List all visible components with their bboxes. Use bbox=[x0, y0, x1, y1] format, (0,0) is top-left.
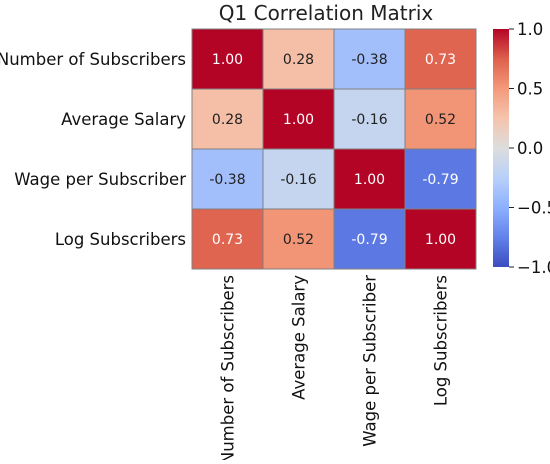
x-tick-label-average-salary: Average Salary bbox=[290, 275, 309, 400]
colorbar-ticks: 1.0 0.5 0.0 −0.5 −1.0 bbox=[509, 20, 550, 277]
heatmap-cell bbox=[262, 28, 335, 90]
heatmap-cell bbox=[404, 28, 477, 90]
heatmap-cell-label: 1.00 bbox=[425, 232, 456, 248]
heatmap-cell-label: -0.79 bbox=[422, 172, 458, 188]
y-axis-tick-labels: Number of Subscribers Average Salary Wage … bbox=[0, 50, 186, 249]
heatmap-cell bbox=[262, 148, 335, 210]
heatmap-cell-label: 0.28 bbox=[283, 52, 314, 68]
y-tick-label-log-subscribers: Log Subscribers bbox=[55, 230, 186, 249]
heatmap-cell bbox=[333, 28, 406, 90]
heatmap-cell bbox=[262, 88, 335, 150]
heatmap-cells: 1.00 0.28 -0.38 0.73 0.28 1.00 -0.16 0.52 -0.38 -… bbox=[191, 28, 477, 270]
heatmap-cell-label: -0.16 bbox=[280, 172, 316, 188]
x-tick-label-log-subscribers: Log Subscribers bbox=[432, 275, 451, 406]
heatmap-cell bbox=[404, 208, 477, 270]
heatmap-cell-label: 0.73 bbox=[212, 232, 243, 248]
heatmap-cell bbox=[191, 208, 264, 270]
colorbar-tick-label: 0.0 bbox=[517, 139, 543, 158]
heatmap-cell-label: -0.38 bbox=[209, 172, 245, 188]
y-tick-label-wage-per-subscriber: Wage per Subscriber bbox=[14, 170, 186, 189]
heatmap-cell-label: 0.28 bbox=[212, 112, 243, 128]
x-tick-label-wage-per-subscriber: Wage per Subscriber bbox=[361, 275, 380, 447]
y-tick-label-number-of-subscribers: Number of Subscribers bbox=[0, 50, 186, 69]
colorbar-gradient bbox=[493, 29, 509, 267]
x-tick-label-number-of-subscribers: Number of Subscribers bbox=[219, 275, 238, 460]
heatmap-cell-label: 0.52 bbox=[425, 112, 456, 128]
colorbar-tick-label: 1.0 bbox=[517, 20, 543, 39]
chart-title: Q1 Correlation Matrix bbox=[219, 1, 434, 25]
heatmap-cell-label: 1.00 bbox=[283, 112, 314, 128]
heatmap-cell bbox=[404, 88, 477, 150]
colorbar-tick-label: 0.5 bbox=[517, 80, 543, 99]
heatmap-cell-label: 0.52 bbox=[283, 232, 314, 248]
heatmap-cell-label: 0.73 bbox=[425, 52, 456, 68]
heatmap-cell-label: 1.00 bbox=[212, 52, 243, 68]
heatmap-cell-label: 1.00 bbox=[354, 172, 385, 188]
x-axis-tick-labels: Number of Subscribers Average Salary Wage … bbox=[219, 275, 451, 464]
colorbar-tick-label: −0.5 bbox=[517, 199, 550, 218]
heatmap-cell bbox=[262, 208, 335, 270]
y-tick-label-average-salary: Average Salary bbox=[61, 110, 186, 129]
heatmap-cell bbox=[191, 28, 264, 90]
colorbar bbox=[493, 29, 509, 267]
heatmap-cell-label: -0.79 bbox=[351, 232, 387, 248]
heatmap-cell bbox=[404, 148, 477, 210]
heatmap-cell-label: -0.16 bbox=[351, 112, 387, 128]
colorbar-tick-label: −1.0 bbox=[517, 258, 550, 277]
heatmap-cell-label: -0.38 bbox=[351, 52, 387, 68]
